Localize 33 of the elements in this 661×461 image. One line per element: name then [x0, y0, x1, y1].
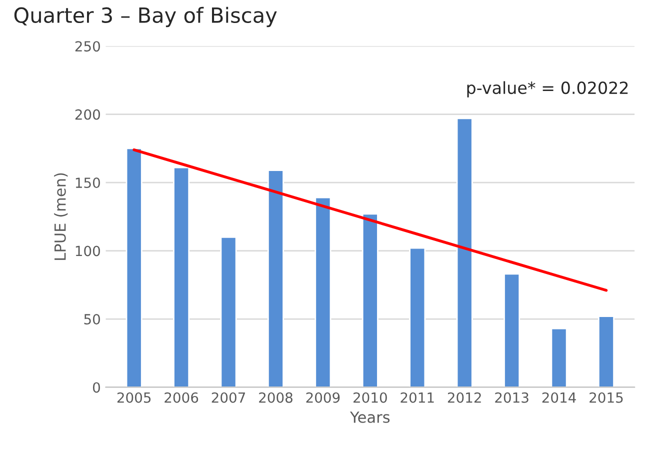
y-tick-label: 150 — [76, 178, 100, 188]
y-tick-label: 50 — [84, 314, 100, 324]
x-tick-label: 2012 — [448, 392, 481, 403]
bar — [362, 213, 378, 388]
x-tick-label: 2013 — [495, 392, 528, 403]
bar — [314, 196, 332, 388]
x-tick-label: 2014 — [542, 392, 576, 403]
y-tick-label: 250 — [75, 41, 100, 52]
x-tick-label: 2015 — [590, 392, 623, 403]
bar — [267, 170, 284, 388]
y-tick-label: 200 — [75, 109, 100, 120]
line-series — [132, 148, 608, 292]
x-tick-label: 2011 — [400, 392, 434, 403]
bar — [173, 166, 190, 388]
bar — [598, 316, 614, 388]
y-axis-title: LPUE (men) — [54, 173, 68, 260]
bar — [504, 273, 520, 388]
x-tick-label: 2005 — [117, 392, 151, 403]
bar — [409, 247, 426, 388]
x-tick-label: 2008 — [259, 392, 292, 403]
x-axis-title: Years — [350, 412, 390, 423]
bar — [456, 118, 473, 388]
bar — [550, 328, 568, 388]
x-tick-label: 2007 — [212, 392, 246, 403]
chart-title: Quarter 3 – Bay of Biscay — [14, 6, 277, 28]
x-tick-label: 2010 — [354, 392, 387, 403]
y-tick-label: 0 — [92, 382, 100, 393]
y-tick-label: 100 — [76, 246, 100, 256]
x-tick-label: 2006 — [164, 392, 198, 403]
bar — [220, 236, 237, 388]
annotation: p-value* = 0.02022 — [467, 81, 628, 98]
x-tick-label: 2009 — [306, 392, 340, 403]
bar — [126, 148, 142, 388]
